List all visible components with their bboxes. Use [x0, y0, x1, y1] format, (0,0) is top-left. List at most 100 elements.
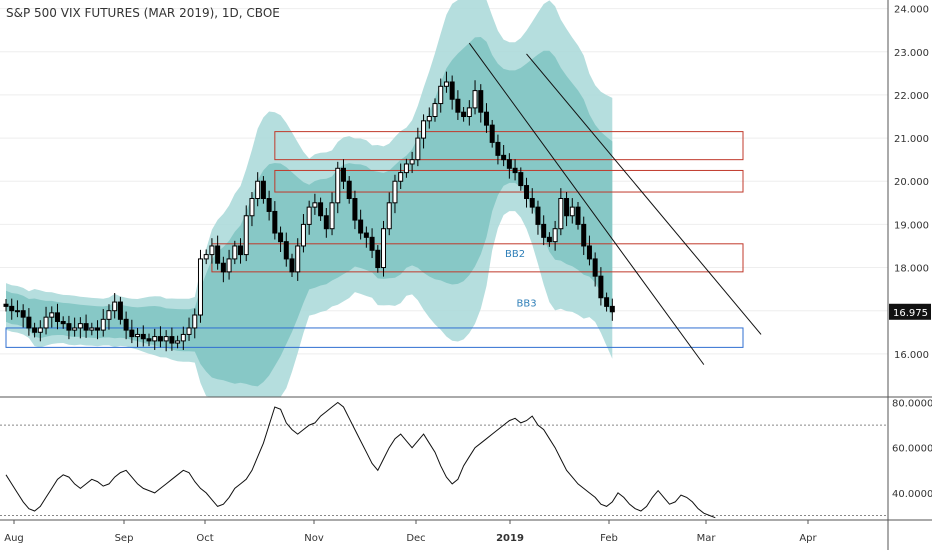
candle-body-62: [358, 219, 364, 234]
candle-body-21: [123, 318, 129, 331]
candle-body-37: [215, 245, 221, 264]
candle-body-93: [535, 206, 541, 225]
candle-body-75: [432, 103, 438, 118]
candle-body-39: [226, 258, 232, 273]
candle-body-50: [289, 258, 295, 273]
candle-body-71: [409, 159, 415, 165]
candle-body-12: [72, 327, 78, 331]
price-axis[interactable]: 24.000 23.000 22.000 21.000 20.000 19.000 18.0…: [889, 5, 932, 500]
candle-body-66: [381, 228, 387, 269]
osc-tick-1: 60.0000: [892, 444, 932, 455]
candle-body-104: [598, 275, 604, 299]
candle-body-33: [192, 314, 198, 329]
candle-body-73: [421, 120, 427, 139]
candle-body-92: [529, 198, 535, 208]
candle-body-99: [569, 206, 575, 217]
trend-line-1: [526, 53, 762, 335]
candle-body-57: [329, 202, 335, 230]
candle-body-60: [346, 180, 352, 200]
candle-body-13: [77, 323, 83, 329]
candle-body-9: [54, 312, 60, 322]
candle-body-47: [272, 210, 278, 234]
candle-body-30: [175, 340, 181, 344]
candle-body-79: [455, 98, 461, 113]
candle-body-80: [461, 111, 467, 118]
candle-body-95: [546, 236, 552, 243]
candle-body-41: [238, 245, 244, 256]
candlesticks: [3, 71, 615, 352]
candle-body-25: [146, 338, 152, 342]
candle-body-101: [581, 223, 587, 247]
candle-body-29: [169, 336, 175, 344]
candle-body-100: [575, 206, 581, 225]
candle-body-56: [323, 215, 329, 230]
price-tick-6: 18.000: [894, 264, 929, 275]
price-tick-4: 20.000: [894, 177, 929, 188]
candle-body-17: [100, 318, 106, 331]
candle-body-52: [300, 223, 306, 247]
chart-title: S&P 500 VIX FUTURES (MAR 2019), 1D, CBOE: [6, 6, 280, 20]
candle-body-38: [220, 262, 226, 273]
candle-body-63: [363, 232, 369, 238]
candle-body-26: [152, 336, 158, 342]
candle-body-68: [392, 180, 398, 204]
last-price-label: 16.975: [893, 308, 928, 319]
candle-body-76: [438, 85, 444, 105]
price-tick-3: 21.000: [894, 134, 929, 145]
candle-body-86: [495, 141, 501, 156]
candle-body-40: [232, 245, 238, 260]
candle-body-89: [512, 167, 518, 174]
candle-body-81: [466, 107, 472, 118]
candle-body-78: [449, 81, 455, 100]
candle-body-82: [472, 90, 478, 109]
candle-body-4: [26, 316, 32, 329]
candle-body-27: [157, 336, 163, 342]
candle-body-98: [564, 198, 570, 217]
candle-body-94: [541, 223, 547, 238]
candle-body-45: [260, 180, 266, 200]
time-tick-3: Nov: [304, 533, 324, 544]
candle-body-74: [426, 116, 432, 122]
candle-body-55: [318, 202, 324, 217]
candle-body-105: [604, 297, 610, 307]
candle-body-42: [243, 215, 249, 256]
candle-body-1: [9, 305, 15, 312]
time-tick-0: Aug: [4, 533, 24, 544]
candle-body-44: [255, 180, 261, 200]
candle-body-31: [180, 333, 186, 342]
candle-body-103: [592, 258, 598, 277]
candle-body-32: [186, 327, 192, 335]
price-tick-2: 22.000: [894, 91, 929, 102]
candle-body-35: [203, 254, 209, 260]
candle-body-64: [369, 236, 375, 251]
candle-body-91: [524, 185, 530, 200]
osc-line: [5, 401, 716, 519]
candle-body-28: [163, 336, 169, 342]
candle-body-54: [312, 202, 318, 208]
candle-body-0: [3, 303, 9, 307]
candle-body-96: [552, 228, 558, 243]
candle-body-23: [135, 333, 141, 338]
price-tick-1: 23.000: [894, 48, 929, 59]
candle-body-36: [209, 245, 215, 256]
time-tick-4: Dec: [406, 533, 425, 544]
time-tick-8: Apr: [799, 533, 817, 544]
osc-tick-2: 40.0000: [892, 489, 932, 500]
annotation-bb3: BB3: [516, 298, 536, 309]
candle-body-88: [506, 159, 512, 169]
candle-body-19: [112, 301, 118, 312]
candle-body-14: [83, 323, 89, 331]
candle-body-20: [117, 301, 123, 320]
candle-body-24: [140, 333, 146, 340]
candle-body-85: [489, 124, 495, 143]
candle-body-84: [483, 111, 489, 126]
osc-tick-0: 80.0000: [892, 399, 932, 410]
candle-body-7: [43, 316, 49, 329]
oscillator-pane: [0, 401, 888, 519]
candle-body-34: [197, 258, 203, 316]
candle-body-106: [609, 305, 615, 313]
candle-body-59: [340, 167, 346, 182]
time-axis[interactable]: Aug Sep Oct Nov Dec 2019 Feb Mar Apr: [4, 520, 818, 544]
